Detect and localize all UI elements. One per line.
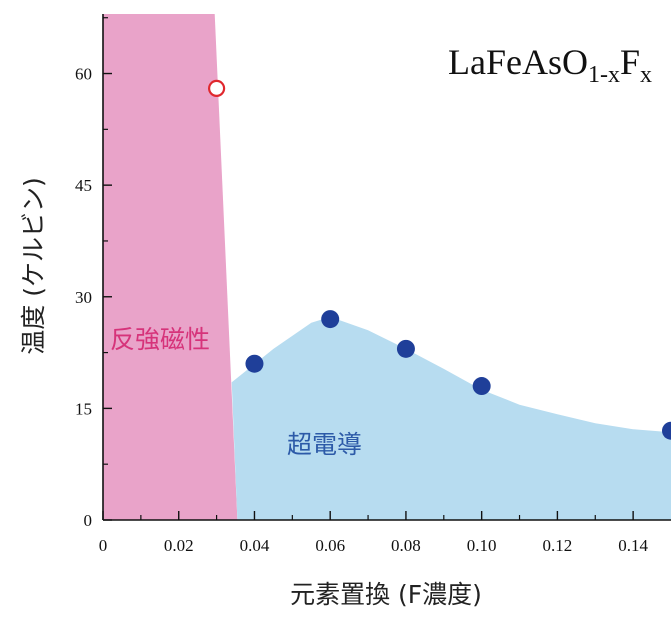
x-tick-label: 0.02 xyxy=(164,536,194,555)
title-subscript-2: x xyxy=(640,62,652,88)
x-tick-label: 0.04 xyxy=(240,536,270,555)
y-tick-label: 0 xyxy=(84,511,93,530)
y-tick-label: 30 xyxy=(75,288,92,307)
antiferromagnetic-region xyxy=(103,14,238,520)
data-point-filled xyxy=(472,377,491,396)
y-tick-label: 15 xyxy=(75,399,92,418)
title-base: LaFeAsO xyxy=(448,42,588,82)
title-mid: F xyxy=(620,42,640,82)
axes: 0 0.02 0.04 0.06 0.08 0.10 0.12 0.14 0 15 30 45 60 xyxy=(75,14,671,555)
region-label-superconducting: 超電導 xyxy=(287,430,362,459)
chart-title: LaFeAsO1-xFx xyxy=(448,42,652,88)
y-tick-label: 45 xyxy=(75,176,92,195)
x-tick-label: 0.12 xyxy=(543,536,573,555)
region-label-antiferromagnetic: 反強磁性 xyxy=(110,325,210,354)
data-point-filled xyxy=(245,354,264,373)
data-points xyxy=(208,79,671,440)
x-tick-label: 0 xyxy=(99,536,108,555)
superconducting-region xyxy=(231,316,671,520)
x-tick-label: 0.06 xyxy=(315,536,345,555)
x-tick-label: 0.14 xyxy=(618,536,648,555)
phase-regions xyxy=(103,14,671,520)
x-tick-label: 0.10 xyxy=(467,536,497,555)
y-tick-label: 60 xyxy=(75,65,92,84)
title-subscript-1: 1-x xyxy=(588,62,620,88)
x-tick-label: 0.08 xyxy=(391,536,421,555)
x-axis-title: 元素置換 (F濃度) xyxy=(290,580,482,609)
data-point-open xyxy=(208,79,226,98)
data-point-filled xyxy=(321,310,340,329)
data-point-filled xyxy=(662,421,671,440)
y-axis-title: 温度 (ケルビン) xyxy=(19,177,48,354)
data-point-filled xyxy=(396,339,415,358)
